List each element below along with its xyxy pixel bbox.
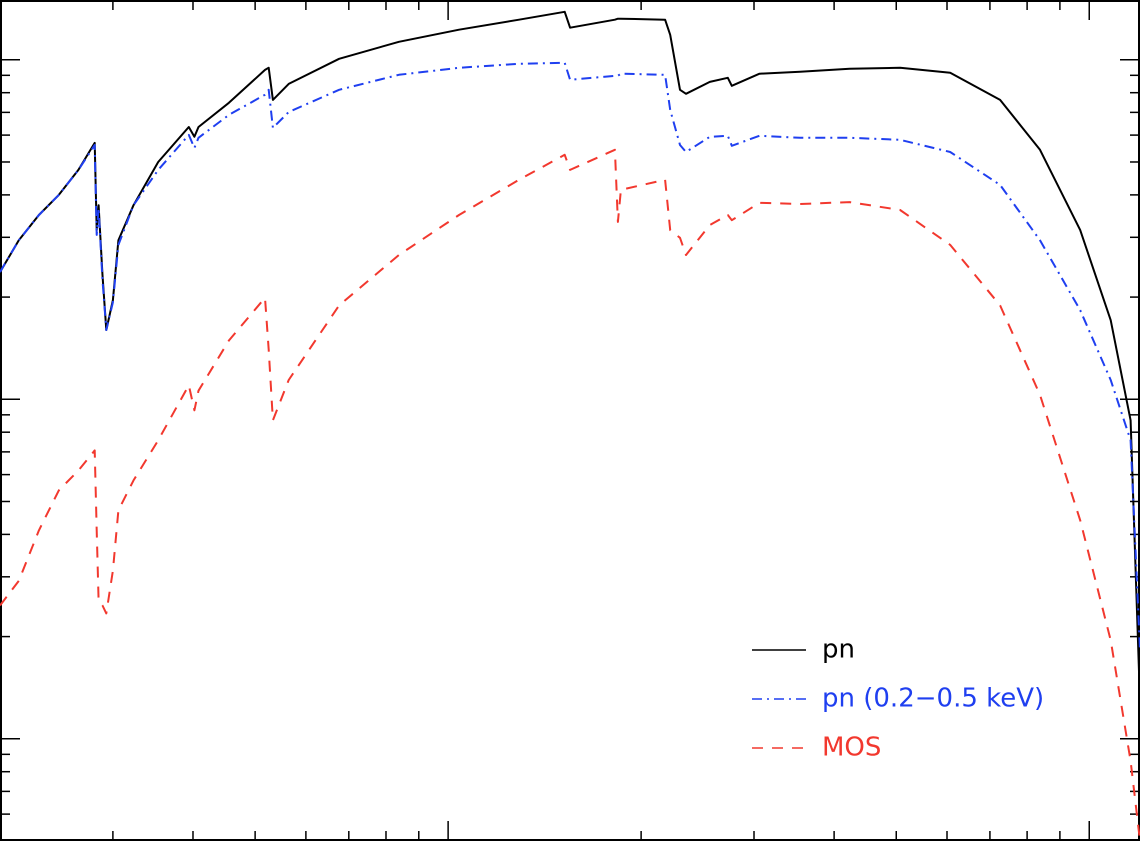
legend-label: pn — [822, 635, 855, 665]
plot-area — [0, 10, 1140, 841]
legend-label: MOS — [822, 733, 881, 763]
series-line — [0, 10, 1140, 702]
series-line — [0, 61, 1140, 651]
legend-label: pn (0.2−0.5 keV) — [822, 684, 1044, 714]
series-line — [0, 148, 1140, 841]
legend: pn pn (0.2−0.5 keV) MOS — [752, 635, 1044, 763]
